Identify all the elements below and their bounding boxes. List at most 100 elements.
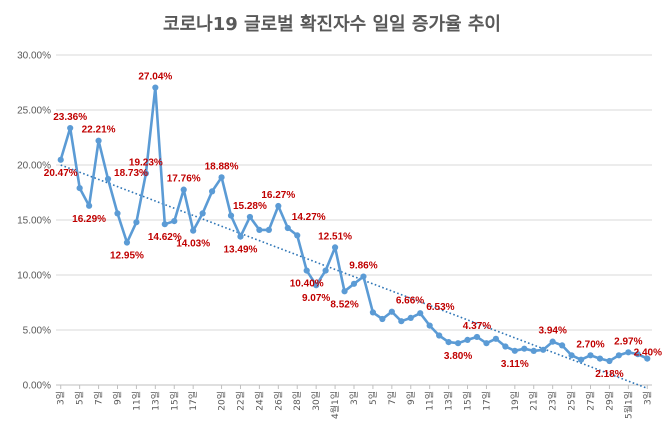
data-point — [208, 188, 216, 195]
x-tick-label: 20일 — [217, 391, 228, 411]
x-tick-label: 5월1일 — [622, 391, 634, 419]
x-tick-label: 21일 — [529, 391, 540, 411]
data-point — [218, 174, 225, 181]
data-point — [237, 233, 244, 240]
data-point — [133, 219, 140, 226]
data-point — [57, 156, 64, 163]
data-point — [161, 221, 168, 228]
data-point — [265, 226, 272, 233]
x-tick-label: 13일 — [444, 391, 455, 411]
data-point — [521, 345, 528, 352]
data-label: 27.04% — [138, 72, 172, 83]
x-tick-label: 23일 — [548, 391, 559, 411]
data-point — [152, 84, 159, 91]
data-point — [322, 267, 329, 274]
data-point — [171, 218, 178, 225]
data-point — [445, 339, 452, 346]
data-point — [76, 185, 83, 192]
y-tick-label: 5.00% — [23, 326, 51, 337]
data-point — [596, 355, 604, 362]
x-tick-label: 28일 — [292, 391, 303, 411]
data-label: 10.40% — [290, 279, 324, 290]
data-label: 6.66% — [396, 296, 424, 307]
data-point — [577, 356, 585, 363]
data-label: 13.49% — [224, 245, 258, 256]
data-label: 14.27% — [292, 212, 326, 223]
x-tick-label: 7일 — [94, 391, 105, 405]
data-point — [246, 213, 254, 221]
data-label: 19.23% — [129, 157, 163, 168]
data-point — [426, 322, 433, 329]
data-point — [502, 343, 509, 350]
x-tick-label: 26일 — [273, 391, 284, 411]
data-point — [473, 333, 481, 341]
data-label: 16.29% — [72, 214, 106, 225]
data-label: 14.62% — [148, 232, 182, 243]
x-axis: 3일 5일 7일 9일 11일 13일 15일 17일 20일 22일 24일 26일 28일 30일 4월… — [56, 385, 653, 419]
data-point — [625, 349, 632, 356]
y-tick-label: 30.00% — [17, 51, 51, 62]
data-point — [483, 340, 490, 347]
x-tick-label: 9일 — [406, 391, 417, 405]
data-label: 9.86% — [349, 261, 377, 272]
data-point — [67, 124, 74, 132]
data-point — [256, 226, 263, 233]
data-label: 17.76% — [167, 174, 201, 185]
data-point — [142, 170, 149, 177]
data-point — [407, 314, 414, 321]
data-point — [436, 332, 443, 339]
x-tick-label: 3일 — [56, 391, 67, 405]
data-label: 3.94% — [538, 326, 566, 337]
y-axis: 0.00% 5.00% 10.00% 15.00% 20.00% 25.00% 30.00% — [17, 51, 51, 392]
data-point — [227, 212, 235, 219]
y-tick-label: 15.00% — [17, 216, 51, 227]
data-label: 2.40% — [634, 348, 662, 359]
data-point — [530, 347, 537, 354]
x-tick-label: 11일 — [131, 391, 142, 411]
x-tick-label: 5일 — [75, 391, 86, 405]
data-label: 6.53% — [426, 302, 454, 313]
trendline — [60, 164, 648, 390]
data-point — [284, 224, 291, 232]
data-point — [114, 210, 121, 217]
x-tick-label: 9일 — [113, 391, 124, 405]
data-label: 3.80% — [444, 351, 472, 362]
x-tick-label: 3일 — [349, 391, 360, 405]
x-tick-label: 7일 — [387, 391, 398, 405]
data-point — [388, 308, 395, 315]
data-labels: 20.47% 23.36% 16.29% 22.21% 18.73% 12.95% 19.2… — [44, 72, 662, 380]
data-point — [294, 232, 301, 239]
data-point — [350, 280, 358, 287]
x-tick-label: 27일 — [586, 391, 597, 411]
data-point — [417, 310, 424, 317]
data-point — [492, 335, 500, 342]
data-point — [180, 186, 187, 193]
x-tick-label: 4월1일 — [329, 391, 341, 419]
data-point — [275, 202, 282, 210]
data-label: 23.36% — [53, 112, 87, 123]
data-point — [95, 137, 102, 144]
data-label: 18.88% — [205, 161, 239, 172]
data-label: 2.70% — [576, 339, 604, 350]
x-tick-label: 19일 — [510, 391, 521, 411]
x-tick-label: 30일 — [311, 391, 322, 411]
data-point — [606, 357, 613, 365]
data-point — [104, 175, 112, 183]
x-tick-label: 11일 — [425, 391, 436, 411]
y-tick-label: 0.00% — [23, 381, 51, 392]
data-point — [190, 227, 197, 234]
y-tick-label: 10.00% — [17, 271, 51, 282]
data-point — [454, 340, 462, 347]
data-label: 14.03% — [176, 239, 210, 250]
data-label: 4.37% — [463, 321, 491, 332]
grid-lines — [56, 54, 652, 386]
data-point — [615, 352, 622, 359]
data-point — [634, 351, 641, 358]
data-label: 9.07% — [302, 293, 330, 304]
series-line — [59, 86, 648, 363]
data-point — [549, 338, 556, 345]
y-tick-label: 25.00% — [17, 106, 51, 117]
data-point — [369, 309, 377, 316]
x-tick-label: 15일 — [169, 391, 180, 411]
